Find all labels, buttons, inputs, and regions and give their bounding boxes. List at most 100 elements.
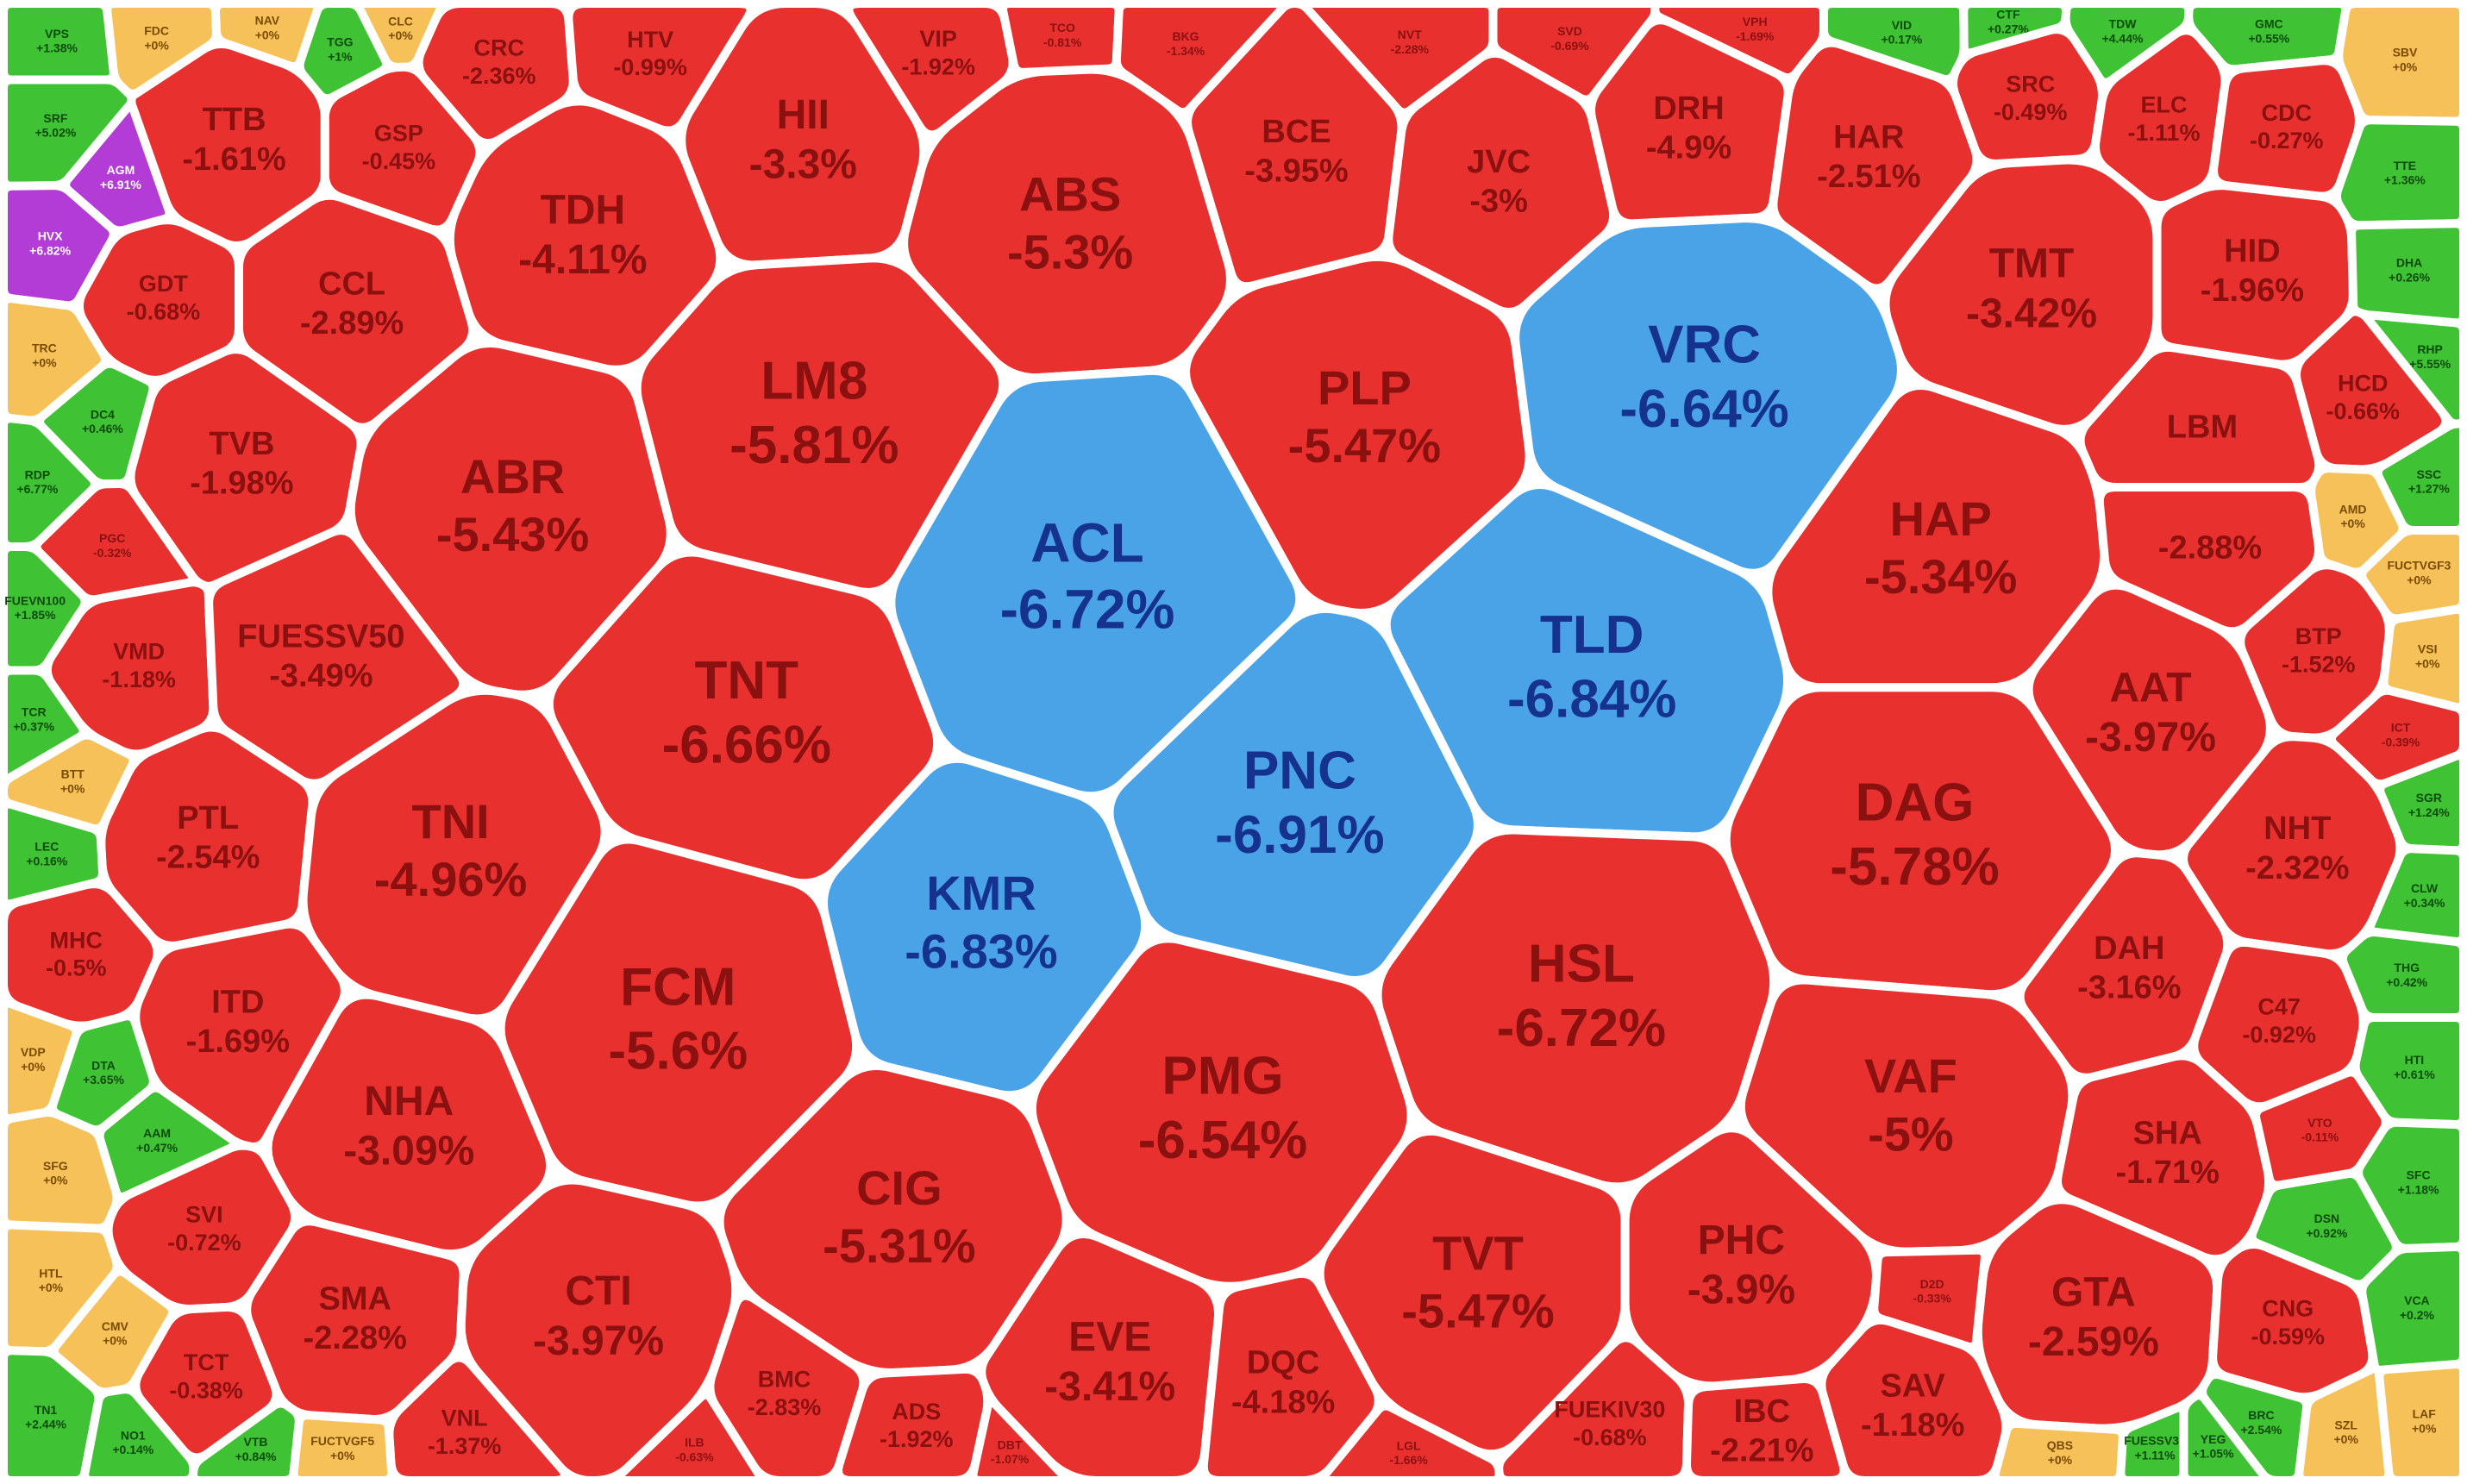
stock-cell-sav[interactable]: SAV-1.18% xyxy=(1817,1315,2011,1484)
stock-cell-cng[interactable]: CNG-0.59% xyxy=(2208,1240,2377,1402)
stock-cell-phc[interactable]: PHC -3.9% xyxy=(1620,1124,1881,1391)
stock-cell-no1[interactable]: NO1+0.14% xyxy=(80,1385,198,1484)
stock-cell-brc[interactable]: BRC+2.54% xyxy=(2197,1369,2312,1484)
stock-symbol-label: THG xyxy=(2394,961,2420,974)
stock-change-label: +1.85% xyxy=(15,608,56,622)
stock-cell-szl[interactable]: SZL+0% xyxy=(2295,1363,2394,1484)
stock-change-label: -1.98% xyxy=(190,465,293,501)
stock-symbol-label: ACL xyxy=(1030,512,1144,574)
stock-symbol-label: FUEKIV30 xyxy=(1554,1397,1665,1423)
stock-cell-drh[interactable]: DRH-4.9% xyxy=(1587,16,1793,229)
stock-change-label: -0.68% xyxy=(1573,1425,1647,1450)
stock-cell-lgl[interactable]: LGL-1.66% xyxy=(1319,1401,1504,1484)
stock-cell-hid[interactable]: HID-1.96% xyxy=(2152,181,2357,369)
stock-cell-vsi[interactable]: VSI+0% xyxy=(2379,604,2467,712)
stock-symbol-label: ABR xyxy=(460,449,565,504)
stock-cell-tni[interactable]: TNI-4.96% xyxy=(298,686,610,1024)
stock-cell-lm8[interactable]: LM8 -5.81% xyxy=(632,254,1008,597)
stock-cell-tn1[interactable]: TN1+2.44% xyxy=(0,1346,103,1484)
stock-cell-vnl[interactable]: VNL-1.37% xyxy=(385,1353,570,1484)
stock-change-label: +1.38% xyxy=(36,41,78,55)
stock-cell-vca[interactable]: VCA+0.2% xyxy=(2357,1243,2467,1374)
stock-change-label: +0% xyxy=(2412,1421,2437,1435)
stock-cell-tte[interactable]: TTE+1.36% xyxy=(2332,116,2467,230)
stock-symbol-label: BTT xyxy=(61,767,85,781)
stock-symbol-label: VCA xyxy=(2404,1293,2430,1307)
stock-cell-tco[interactable]: TCO-0.81% xyxy=(999,0,1124,77)
stock-cell-tgg[interactable]: TGG+1% xyxy=(295,0,391,103)
stock-cell-abr[interactable]: ABR-5.43% xyxy=(346,339,675,699)
stock-cell-gta[interactable]: GTA-2.59% xyxy=(1973,1195,2222,1433)
stock-change-label: -5.3% xyxy=(1007,225,1133,279)
stock-cell-shape xyxy=(834,1364,992,1484)
stock-cell-c47[interactable]: C47-0.92% xyxy=(2189,937,2368,1111)
stock-cell-vps[interactable]: VPS+1.38% xyxy=(0,0,118,85)
stock-cell-fuessv30[interactable]: FUESSV30+1.11% xyxy=(2116,1403,2188,1484)
stock-cell-kmr[interactable]: KMR-6.83% xyxy=(819,754,1150,1100)
stock-change-label: -2.51% xyxy=(1817,159,1920,195)
stock-cell-hcd[interactable]: HCD-0.66% xyxy=(2292,307,2451,474)
stock-symbol-label: PLP xyxy=(1318,360,1412,415)
stock-cell-fuevn100[interactable]: FUEVN100+1.85% xyxy=(0,542,90,675)
stock-cell-ibc[interactable]: IBC-2.21% xyxy=(1682,1374,1849,1484)
stock-symbol-label: HTL xyxy=(39,1266,63,1280)
stock-cell-aat[interactable]: AAT-3.97% xyxy=(2024,580,2275,860)
stock-cell-fuekiv30[interactable]: FUEKIV30-0.68% xyxy=(1494,1333,1694,1484)
stock-change-label: +0% xyxy=(103,1334,128,1348)
stock-symbol-label: AGM xyxy=(107,163,135,177)
stock-cell-vtb[interactable]: VTB+0.84% xyxy=(189,1399,304,1484)
stock-symbol-label: VSI xyxy=(2418,642,2438,656)
stock-cell-tcr[interactable]: TCR+0.37% xyxy=(0,666,88,783)
stock-cell-har[interactable]: HAR-2.51% xyxy=(1769,38,1982,293)
stock-cell-tnt[interactable]: TNT-6.66% xyxy=(544,548,942,888)
stock-symbol-label: NHT xyxy=(2264,811,2331,847)
stock-cell-crc[interactable]: CRC-2.36% xyxy=(414,0,578,148)
stock-cell-thg[interactable]: THG+0.42% xyxy=(2338,927,2467,1022)
stock-symbol-label: PGC xyxy=(99,531,125,545)
stock-symbol-label: LEC xyxy=(34,840,59,854)
stock-cell-dah[interactable]: DAH-3.16% xyxy=(2015,848,2232,1082)
stock-cell-hii[interactable]: HII-3.3% xyxy=(677,0,929,270)
stock-symbol-label: LAF xyxy=(2413,1407,2437,1421)
stock-cell-lec[interactable]: LEC+0.16% xyxy=(0,799,108,909)
stock-cell-cdc[interactable]: CDC-0.27% xyxy=(2209,56,2364,201)
stock-cell-acl[interactable]: ACL-6.72% xyxy=(886,366,1305,801)
stock-cell-tmt[interactable]: TMT-3.42% xyxy=(1881,155,2162,434)
stock-cell-ilb[interactable]: ILB-0.63% xyxy=(613,1390,765,1484)
stock-cell-fuessv50[interactable]: FUESSV50-3.49% xyxy=(204,526,468,788)
stock-cell-fuctvgf5[interactable]: FUCTVGF5+0% xyxy=(289,1411,397,1484)
stock-change-label: -0.39% xyxy=(2382,735,2420,748)
stock-change-label: -2.36% xyxy=(462,63,536,89)
stock-cell-dha[interactable]: DHA+0.26% xyxy=(2347,219,2467,328)
stock-symbol-label: CLW xyxy=(2411,881,2439,895)
stock-change-label: +0.92% xyxy=(2306,1226,2347,1240)
stock-symbol-label: DSN xyxy=(2314,1212,2340,1225)
stock-cell-agm[interactable]: AGM+6.91% xyxy=(61,102,174,235)
stock-symbol-label: SSC xyxy=(2417,467,2442,481)
stock-cell-plp[interactable]: PLP-5.47% xyxy=(1180,252,1534,618)
stock-cell-cti[interactable]: CTI-3.97% xyxy=(456,1175,741,1484)
stock-cell-eve[interactable]: EVE-3.41% xyxy=(977,1230,1224,1484)
stock-change-label: +0.26% xyxy=(2389,271,2430,285)
stock-symbol-label: TTE xyxy=(2394,159,2416,172)
stock-cell-ads[interactable]: ADS-1.92% xyxy=(834,1364,992,1484)
stock-cell-pnc[interactable]: PNC-6.91% xyxy=(1105,604,1482,985)
stock-cell-bmc[interactable]: BMC-2.83% xyxy=(705,1291,868,1484)
stock-change-label: -0.99% xyxy=(613,54,687,80)
stock-cell-src[interactable]: SRC-0.49% xyxy=(1949,25,2107,168)
stock-cell-tld[interactable]: TLD-6.84% xyxy=(1381,480,1793,842)
stock-cell-yeg[interactable]: YEG+1.05% xyxy=(2179,1391,2269,1484)
stock-cell-dbt[interactable]: DBT-1.07% xyxy=(968,1397,1069,1484)
stock-symbol-label: LGL xyxy=(1397,1438,1421,1452)
stock-symbol-label: HID xyxy=(2224,233,2280,269)
stock-cell-qbs[interactable]: QBS+0% xyxy=(1990,1418,2127,1484)
stock-change-label: -3.09% xyxy=(343,1129,474,1174)
stock-symbol-label: TLD xyxy=(1540,605,1644,665)
stock-cell-svi[interactable]: SVI-0.72% xyxy=(103,1141,300,1314)
stock-cell-gsp[interactable]: GSP-0.45% xyxy=(320,62,485,235)
stock-cell-abs[interactable]: ABS-5.3% xyxy=(899,65,1235,383)
stock-symbol-label: CTI xyxy=(565,1268,631,1314)
stock-cell-jvc[interactable]: JVC -3% xyxy=(1384,48,1619,317)
stock-cell-dqc[interactable]: DQC-4.18% xyxy=(1199,1268,1383,1484)
stock-change-label: -3.97% xyxy=(2085,715,2216,761)
